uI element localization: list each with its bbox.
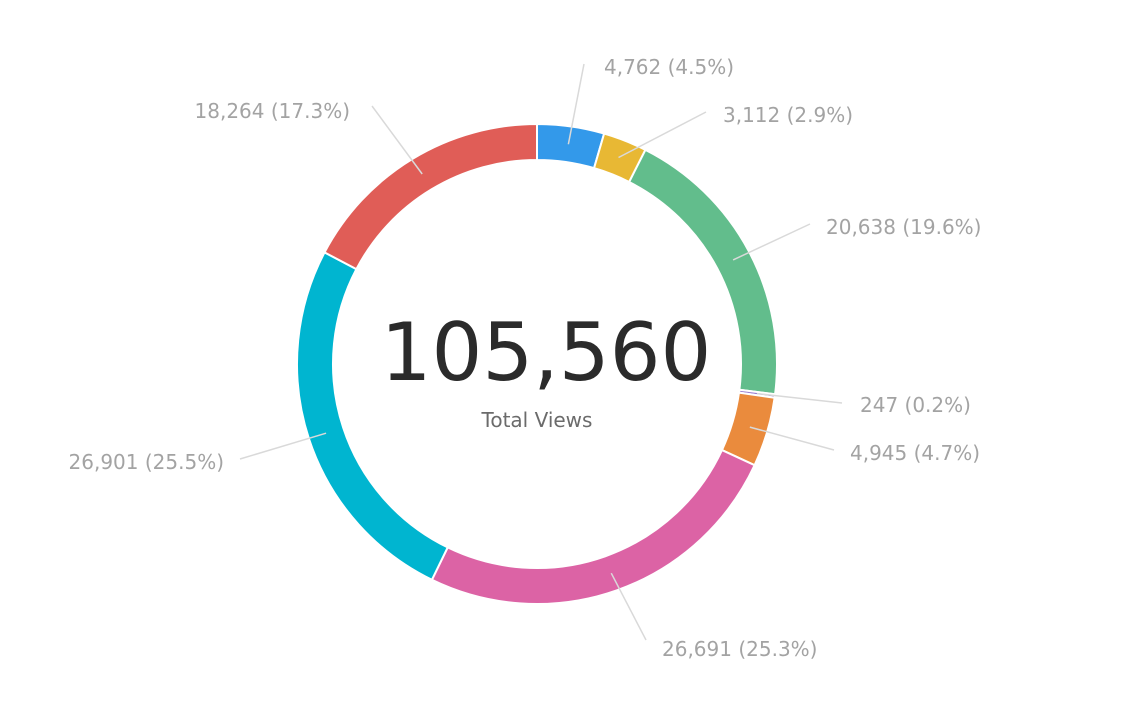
leader-line: [610, 572, 647, 641]
slice-label: 26,901 (25.5%): [69, 450, 224, 474]
leader-line: [567, 63, 585, 145]
slice-label: 247 (0.2%): [860, 393, 971, 417]
slice-label: 4,945 (4.7%): [850, 441, 980, 465]
slice-label: 20,638 (19.6%): [826, 215, 981, 239]
slice-label: 18,264 (17.3%): [195, 99, 350, 123]
leader-line: [732, 223, 811, 261]
slice-label: 26,691 (25.3%): [662, 637, 817, 661]
total-label: Total Views: [481, 408, 593, 432]
slice-labels: 4,762 (4.5%) 3,112 (2.9%) 20,638 (19.6%) 24…: [69, 55, 982, 661]
leader-line: [756, 392, 843, 404]
donut-slice[interactable]: [296, 251, 450, 582]
total-value: 105,560: [381, 306, 712, 399]
donut-slices: [296, 122, 778, 605]
leader-line: [239, 432, 327, 460]
slice-label: 3,112 (2.9%): [723, 103, 853, 127]
slice-label: 4,762 (4.5%): [604, 55, 734, 79]
leader-line: [371, 105, 423, 175]
leader-line: [749, 426, 835, 451]
leader-lines: [239, 63, 843, 641]
donut-slice[interactable]: [430, 448, 756, 605]
leader-line: [618, 111, 707, 159]
donut-slice[interactable]: [323, 122, 538, 271]
